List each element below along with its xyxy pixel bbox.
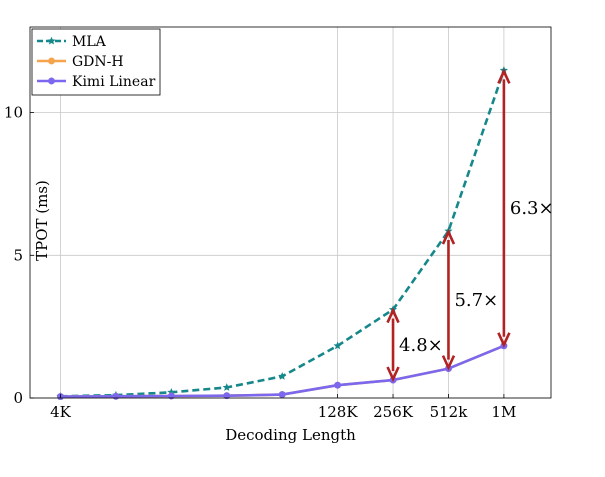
data-point (278, 391, 286, 399)
speedup-label: 6.3× (510, 198, 554, 219)
data-point (223, 392, 231, 400)
data-point (167, 392, 175, 400)
speedup-label: 5.7× (454, 290, 498, 311)
axis-ticks: 4K 128K 256K 512k 1M 0 5 10 (4, 104, 516, 421)
x-tick-label: 1M (491, 403, 516, 421)
legend-item: MLA (37, 34, 107, 50)
data-point (222, 383, 231, 391)
speedup-arrow: 6.3× (497, 68, 554, 348)
legend-label: MLA (72, 34, 107, 50)
data-point (333, 341, 342, 350)
legend-marker (48, 57, 55, 65)
arrow-head-down (386, 366, 400, 383)
legend-item: Kimi Linear (37, 74, 156, 90)
y-axis-label: TPOT (ms) (33, 180, 51, 261)
y-tick-label: 10 (4, 104, 23, 122)
data-point (334, 381, 342, 389)
speedup-arrow: 4.8× (386, 307, 443, 383)
y-tick-label: 5 (13, 246, 23, 264)
legend-label: Kimi Linear (72, 74, 156, 90)
y-tick-label: 0 (13, 389, 23, 407)
legend-marker (48, 77, 55, 85)
x-tick-label: 128K (318, 403, 359, 421)
plot-frame (29, 26, 552, 399)
legend-label: GDN-H (72, 54, 124, 70)
data-point (112, 392, 120, 400)
x-tick-label: 512k (430, 403, 469, 421)
data-point (278, 372, 287, 380)
legend-item: GDN-H (37, 54, 124, 70)
speedup-label: 4.8× (399, 335, 443, 356)
x-axis-label: Decoding Length (225, 426, 356, 444)
arrow-head-up (441, 228, 456, 245)
speedup-annotations: 4.8× 5.7× 6.3× (386, 68, 554, 383)
arrow-head-down (441, 355, 456, 371)
arrow-head-up (497, 68, 511, 84)
legend-marker (47, 36, 56, 45)
x-tick-label: 4K (50, 403, 72, 421)
arrow-head-up (386, 307, 400, 324)
legend: MLA GDN-H Kimi Linear (31, 28, 161, 96)
speedup-arrow: 5.7× (441, 228, 498, 371)
arrow-head-down (497, 332, 511, 348)
x-tick-label: 256K (373, 403, 414, 421)
